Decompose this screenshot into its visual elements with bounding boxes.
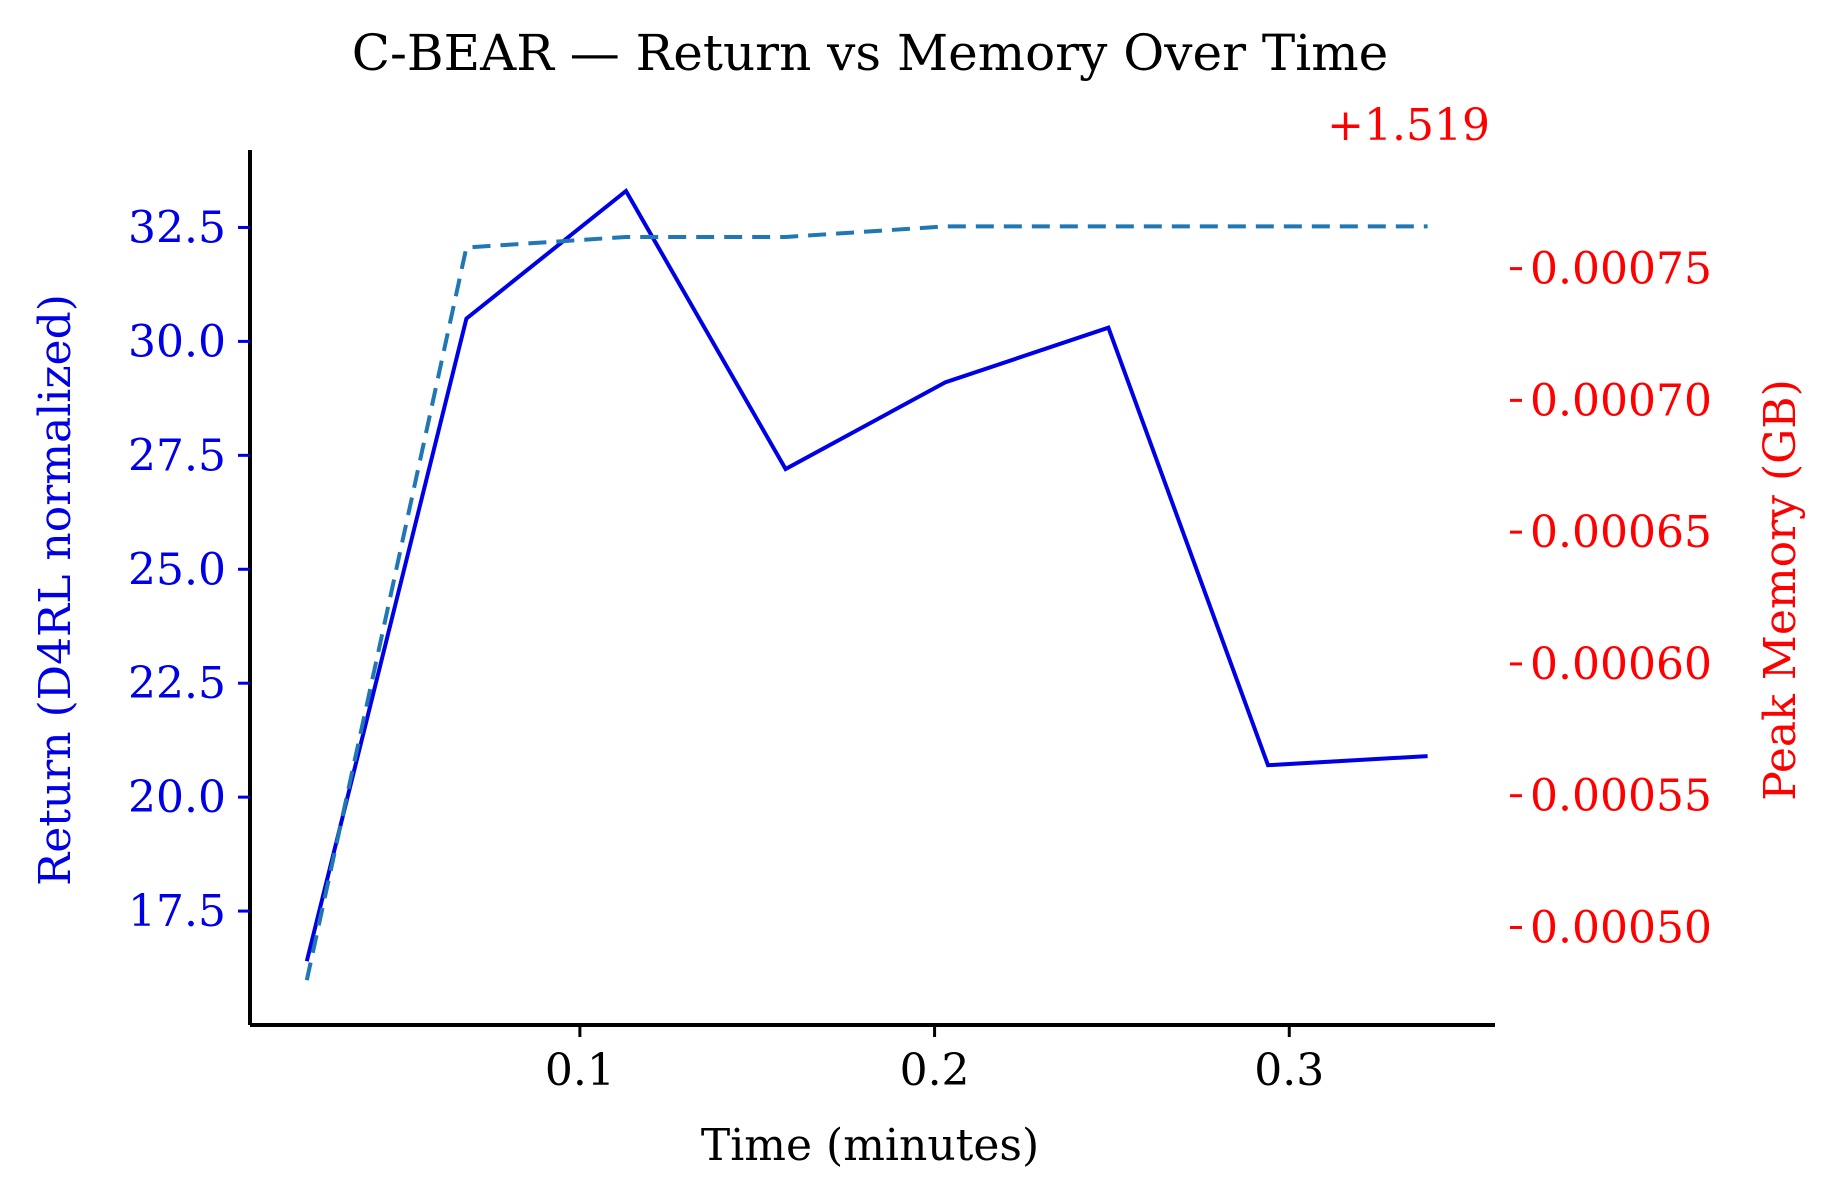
y-left-tick-label: 22.5 (128, 658, 226, 709)
series-layer (304, 187, 1428, 981)
memory-line (304, 224, 1428, 981)
y-left-tick-label: 27.5 (128, 430, 226, 481)
x-tick-label: 0.2 (900, 1045, 970, 1096)
y-right-tick-label: 0.00050 (1530, 902, 1712, 953)
x-tick-label: 0.1 (545, 1045, 615, 1096)
x-ticks: 0.1 0.2 0.3 (545, 1025, 1324, 1096)
y-left-tick-label: 30.0 (128, 316, 226, 367)
y-left-tick-label: 20.0 (128, 772, 226, 823)
chart-title: C-BEAR — Return vs Memory Over Time (352, 24, 1389, 82)
y-left-tick-label: 25.0 (128, 544, 226, 595)
y-axis-label-left: Return (D4RL normalized) (30, 294, 81, 886)
x-axis-label: Time (minutes) (701, 1120, 1039, 1171)
right-axis-offset-label: +1.519 (1327, 100, 1490, 151)
y-left-ticks: 17.5 20.0 22.5 25.0 27.5 30.0 32.5 (128, 202, 250, 937)
y-right-tick-label: 0.00060 (1530, 639, 1712, 690)
y-right-tick-label: 0.00065 (1530, 507, 1712, 558)
y-right-tick-label: 0.00075 (1530, 244, 1712, 295)
y-axis-label-right: Peak Memory (GB) (1755, 379, 1806, 801)
y-left-tick-label: 17.5 (128, 886, 226, 937)
y-right-tick-label: 0.00070 (1530, 375, 1712, 426)
y-left-tick-label: 32.5 (128, 202, 226, 253)
x-tick-label: 0.3 (1254, 1045, 1324, 1096)
y-right-ticks: 0.00050 0.00055 0.00060 0.00065 0.00070 0.000… (1510, 244, 1712, 953)
return-line (304, 187, 1428, 962)
y-right-tick-label: 0.00055 (1530, 771, 1712, 822)
